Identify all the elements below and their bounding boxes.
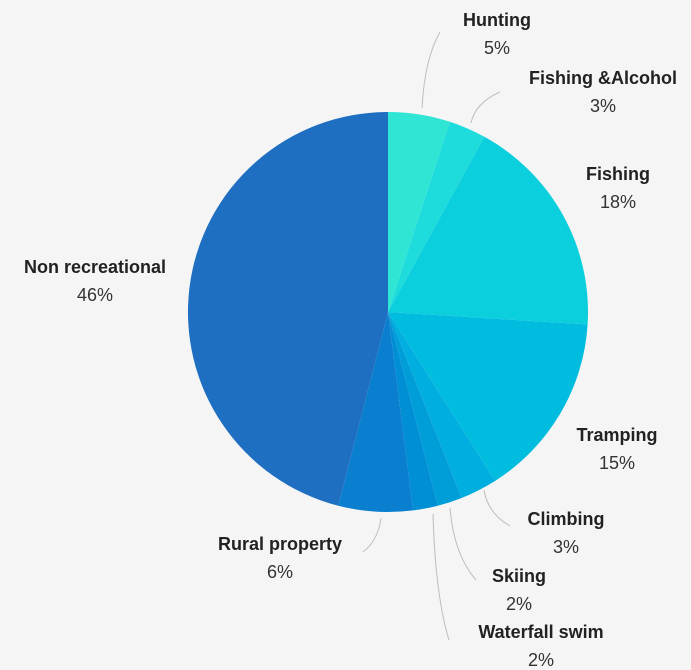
pie-slices <box>187 111 589 512</box>
slice-labels: Hunting 5% Fishing &Alcohol 3% Fishing 18% Tra… <box>24 10 677 670</box>
slice-value-label: 5% <box>484 38 510 58</box>
pie-slice-fishing <box>388 136 589 325</box>
slice-label: Hunting <box>463 10 531 30</box>
pie-slice-fishing-alcohol <box>388 121 485 312</box>
pie-slice-climbing <box>388 312 496 498</box>
pie-slice-non-recreational <box>187 111 388 506</box>
slice-value-label: 6% <box>267 562 293 582</box>
pie-slice-hunting <box>388 112 450 312</box>
pie-slice-waterfall-swim <box>388 312 438 511</box>
slice-label: Fishing <box>586 164 650 184</box>
pie-slice-rural-property <box>338 312 414 512</box>
pie-slice-skiing <box>388 312 462 506</box>
leader-line-climbing <box>483 489 511 527</box>
leader-lines <box>362 31 511 641</box>
leader-line-waterfall-swim <box>432 513 450 641</box>
slice-value-label: 3% <box>590 96 616 116</box>
slice-label: Skiing <box>492 566 546 586</box>
slice-value-label: 15% <box>599 453 635 473</box>
slice-value-label: 2% <box>506 594 532 614</box>
slice-value-label: 18% <box>600 192 636 212</box>
slice-label: Non recreational <box>24 257 166 277</box>
slice-label: Waterfall swim <box>478 622 603 642</box>
slice-value-label: 46% <box>77 285 113 305</box>
pie-slice-tramping <box>388 312 588 481</box>
leader-line-rural-property <box>362 517 382 553</box>
slice-label: Rural property <box>218 534 342 554</box>
leader-line-fishing-alcohol <box>470 91 501 124</box>
slice-label: Climbing <box>528 509 605 529</box>
leader-line-skiing <box>449 507 477 581</box>
slice-label: Tramping <box>576 425 657 445</box>
slice-value-label: 2% <box>528 650 554 670</box>
slice-value-label: 3% <box>553 537 579 557</box>
slice-label: Fishing &Alcohol <box>529 68 677 88</box>
leader-line-hunting <box>421 31 441 109</box>
